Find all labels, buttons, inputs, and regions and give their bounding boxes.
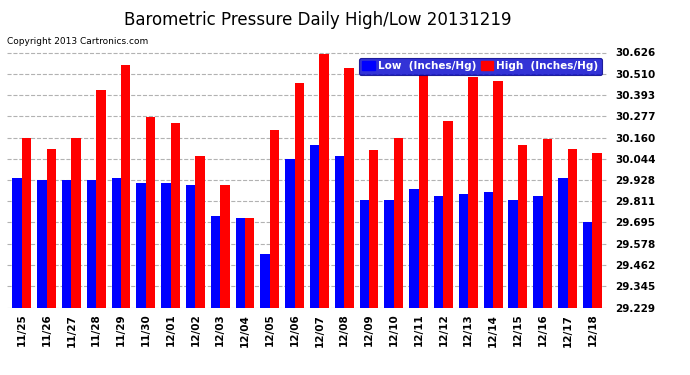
Bar: [235, 218, 245, 308]
Bar: [161, 183, 170, 308]
Bar: [96, 90, 106, 308]
Bar: [484, 192, 493, 308]
Bar: [112, 178, 121, 308]
Bar: [518, 145, 527, 308]
Bar: [245, 218, 255, 308]
Bar: [533, 196, 543, 308]
Bar: [87, 180, 96, 308]
Bar: [509, 200, 518, 308]
Bar: [270, 130, 279, 308]
Bar: [384, 200, 394, 308]
Text: Copyright 2013 Cartronics.com: Copyright 2013 Cartronics.com: [7, 38, 148, 46]
Bar: [493, 81, 502, 308]
Bar: [121, 64, 130, 308]
Bar: [195, 156, 205, 308]
Bar: [583, 222, 592, 308]
Text: Barometric Pressure Daily High/Low 20131219: Barometric Pressure Daily High/Low 20131…: [124, 11, 511, 29]
Bar: [12, 178, 22, 308]
Bar: [369, 150, 379, 308]
Bar: [394, 138, 403, 308]
Bar: [335, 156, 344, 308]
Bar: [444, 121, 453, 308]
Bar: [359, 200, 369, 308]
Bar: [567, 148, 577, 308]
Bar: [260, 254, 270, 308]
Bar: [22, 138, 31, 308]
Bar: [319, 54, 329, 307]
Bar: [62, 180, 71, 308]
Bar: [211, 216, 220, 308]
Bar: [285, 159, 295, 308]
Bar: [459, 194, 469, 308]
Bar: [220, 185, 230, 308]
Bar: [71, 138, 81, 308]
Bar: [469, 77, 477, 308]
Bar: [310, 145, 319, 308]
Bar: [186, 185, 195, 308]
Legend: Low  (Inches/Hg), High  (Inches/Hg): Low (Inches/Hg), High (Inches/Hg): [359, 58, 602, 75]
Bar: [409, 189, 419, 308]
Bar: [558, 178, 567, 308]
Bar: [434, 196, 444, 308]
Bar: [37, 180, 47, 308]
Bar: [419, 75, 428, 308]
Bar: [137, 183, 146, 308]
Bar: [344, 68, 354, 308]
Bar: [47, 148, 56, 308]
Bar: [592, 153, 602, 308]
Bar: [543, 140, 552, 308]
Bar: [146, 117, 155, 308]
Bar: [170, 123, 180, 308]
Bar: [295, 83, 304, 308]
